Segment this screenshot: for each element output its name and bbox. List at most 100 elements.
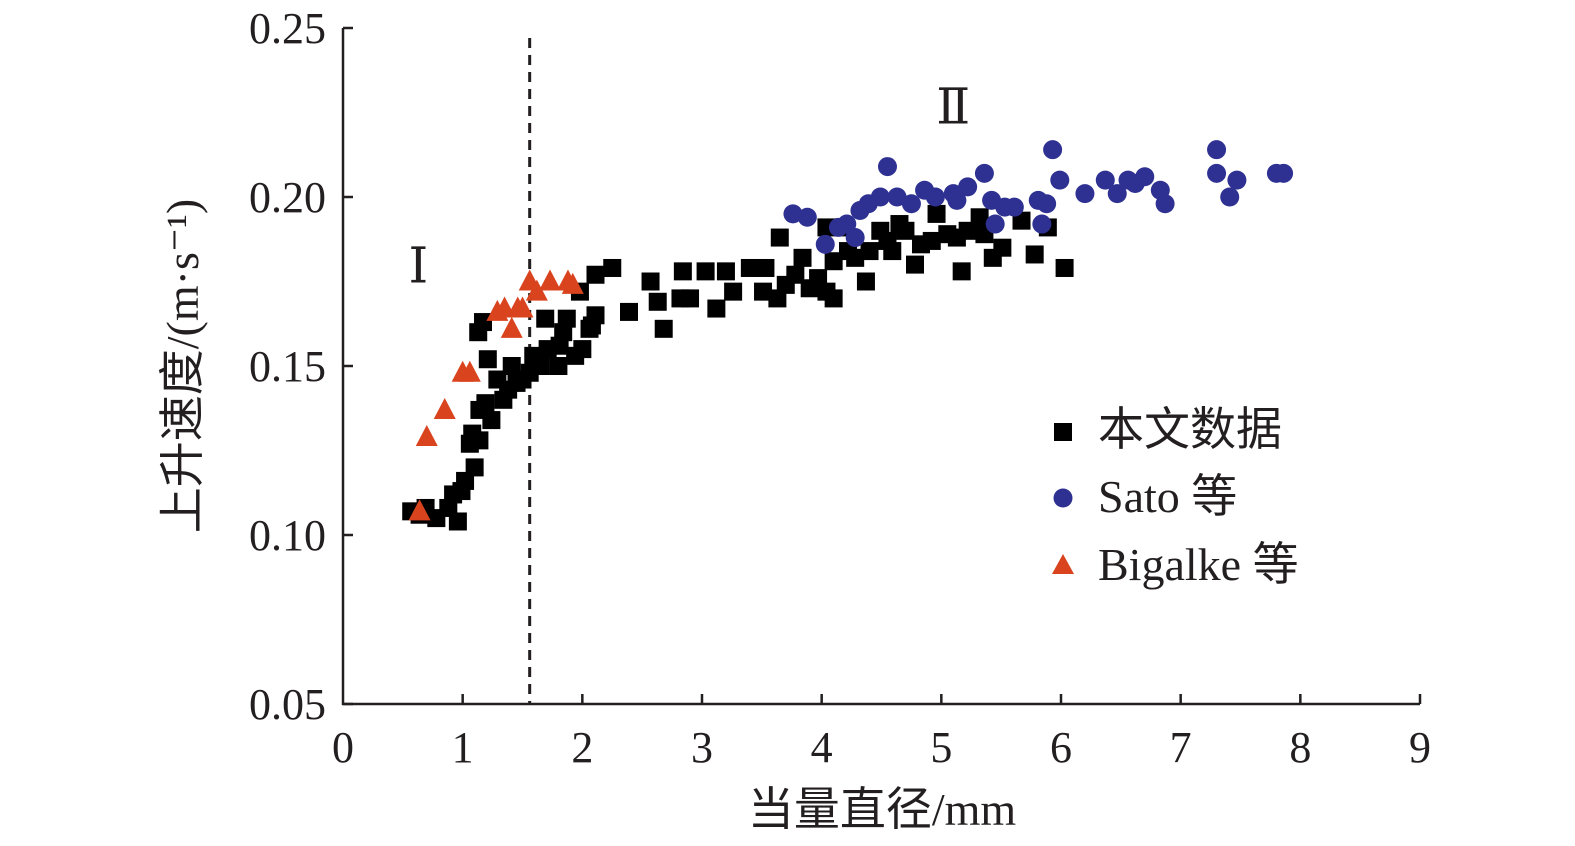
data-point-circle [797,207,817,227]
data-point-circle [1227,170,1247,190]
x-tick-label: 7 [1170,723,1192,772]
legend-label-0: 本文数据 [1098,404,1282,455]
x-tick-label: 8 [1289,723,1311,772]
data-point-circle [1220,187,1240,207]
y-tick-label: 0.05 [249,680,326,729]
y-tick-label: 0.20 [249,173,326,222]
data-point-circle [1043,140,1063,160]
data-point-square [586,265,605,284]
data-point-circle [815,234,835,254]
data-point-circle [1107,184,1127,204]
data-point-circle [783,204,803,224]
x-tick-label: 3 [691,723,713,772]
data-point-square [478,350,497,369]
data-point-circle [1032,214,1052,234]
legend: 本文数据 Sato 等 Bigalke 等 [1052,404,1299,590]
y-tick-label: 0.15 [249,342,326,391]
data-point-circle [925,187,945,207]
x-tick-label: 5 [930,723,952,772]
data-point-square [860,242,879,261]
data-point-square [958,221,977,240]
data-point-square [482,411,501,430]
data-point-square [586,306,605,325]
data-point-square [448,512,467,531]
data-point-circle [1207,163,1227,183]
data-point-square [1055,258,1074,277]
data-point-square [707,299,726,318]
data-point-triangle [415,424,438,446]
data-point-square [793,248,812,267]
data-point-square [474,313,493,332]
data-point-triangle [511,296,534,318]
data-point-square [654,319,673,338]
data-point-square [550,336,569,355]
data-point-square [648,292,667,311]
data-point-square [993,238,1012,257]
data-point-square [754,282,773,301]
data-point-circle [1050,170,1070,190]
x-tick-label: 9 [1409,723,1431,772]
data-point-square [476,394,495,413]
data-point-square [952,262,971,281]
x-axis-label: 当量直径/mm [748,784,1017,835]
data-point-circle [1135,167,1155,187]
data-point-circle [1155,194,1175,214]
x-tick-label: 1 [452,723,474,772]
legend-marker-square [1054,423,1072,441]
data-point-square [922,231,941,250]
legend-marker-triangle [1052,554,1074,574]
data-point-square [557,309,576,328]
data-point-circle [877,157,897,177]
legend-label-1: Sato 等 [1098,471,1237,522]
data-point-circle [985,214,1005,234]
data-point-square [927,204,946,223]
data-point-square [696,262,715,281]
data-point-square [809,269,828,288]
data-point-square [681,289,700,308]
region-label-1: Ⅰ [409,238,429,294]
data-point-square [554,323,573,342]
data-point-circle [974,163,994,183]
data-point-square [620,302,639,321]
data-point-circle [887,187,907,207]
data-point-square [716,262,735,281]
data-point-circle [1095,170,1115,190]
x-tick-label: 0 [332,723,354,772]
x-tick-label: 2 [571,723,593,772]
data-point-square [549,357,568,375]
data-point-circle [947,190,967,210]
data-point-circle [1075,184,1095,204]
data-point-square [641,272,660,291]
data-point-circle [958,177,978,197]
data-point-square [502,357,521,375]
y-tick-label: 0.25 [249,4,326,53]
data-point-square [756,258,775,277]
data-point-circle [870,187,890,207]
data-point-square [883,242,902,261]
legend-marker-circle [1053,488,1073,508]
x-tick-label: 4 [811,723,833,772]
data-point-square [531,357,550,375]
data-point-square [856,272,875,291]
data-point-square [970,208,989,227]
data-point-square [470,431,489,450]
data-point-square [896,221,915,240]
data-point-circle [1037,194,1057,214]
data-point-square [673,262,692,281]
data-point-triangle [408,499,431,521]
data-point-square [573,340,592,359]
data-point-square [536,309,555,328]
data-point-square [906,255,925,274]
data-point-triangle [458,360,481,382]
data-point-square [724,282,743,301]
region-label-2: Ⅱ [936,79,970,135]
y-axis-label: 上升速度/(m·s⁻¹) [157,199,208,534]
data-point-square [770,228,789,247]
series-2 [408,269,584,521]
data-point-square [768,289,787,308]
x-tick-label: 6 [1050,723,1072,772]
data-point-triangle [433,397,456,419]
data-point-triangle [525,279,548,301]
data-point-circle [1207,140,1227,160]
